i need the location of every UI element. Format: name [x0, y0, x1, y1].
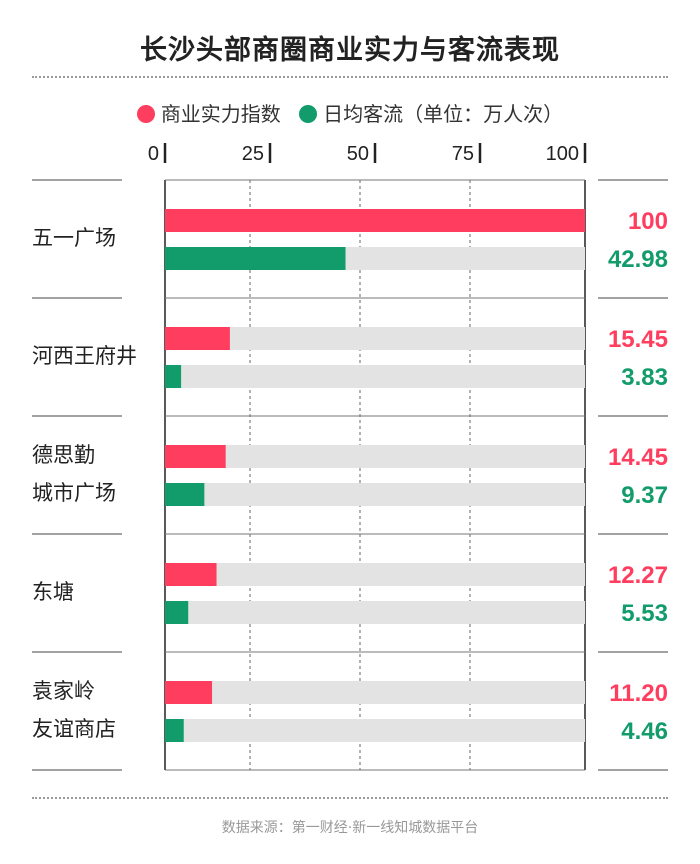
value-label-commercial: 14.45 — [608, 444, 668, 471]
legend-label-commercial: 商业实力指数 — [160, 102, 281, 126]
legend-item-commercial: 商业实力指数 — [136, 98, 281, 127]
value-label-traffic: 9.37 — [621, 482, 668, 509]
value-label-traffic: 3.83 — [621, 364, 668, 391]
bar-chart: 0 25 50 75 100 五一广场 100 42.98 河西王府井 15.45 3.83 德思勤城… — [32, 143, 668, 771]
bar-track — [165, 681, 585, 704]
bar-traffic — [165, 247, 346, 270]
category-label: 河西王府井 — [32, 344, 137, 368]
legend-swatch-traffic — [299, 105, 318, 123]
bar-traffic — [165, 601, 189, 624]
bar-track — [165, 719, 585, 742]
source-note: 数据来源：第一财经·新一线知城数据平台 — [221, 820, 479, 836]
value-label-traffic: 4.46 — [621, 718, 668, 745]
bar-commercial — [165, 681, 213, 704]
x-tick-label: 25 — [242, 143, 264, 165]
category-label: 城市广场 — [32, 481, 116, 505]
value-label-commercial: 100 — [628, 208, 668, 235]
bar-track — [165, 327, 585, 350]
value-label-commercial: 11.20 — [609, 680, 668, 707]
bar-track — [165, 563, 585, 586]
legend-swatch-commercial — [136, 105, 155, 123]
x-tick-label: 100 — [546, 143, 579, 165]
bar-traffic — [165, 719, 184, 742]
category-label: 德思勤 — [32, 443, 95, 467]
bar-track — [165, 365, 585, 388]
bar-traffic — [165, 483, 205, 506]
bar-traffic — [165, 365, 182, 388]
x-tick-label: 0 — [148, 143, 159, 165]
footer-divider — [32, 797, 668, 799]
bar-commercial — [165, 327, 230, 350]
x-tick-label: 75 — [452, 143, 474, 165]
legend: 商业实力指数 日均客流（单位：万人次） — [0, 98, 700, 127]
bar-track — [165, 601, 585, 624]
x-tick-label: 50 — [347, 143, 369, 165]
title-divider — [32, 76, 668, 78]
bar-commercial — [165, 445, 226, 468]
chart-title: 长沙头部商圈商业实力与客流表现 — [140, 35, 560, 66]
category-label: 五一广场 — [32, 226, 116, 250]
value-label-commercial: 12.27 — [608, 562, 668, 589]
bar-track — [165, 483, 585, 506]
bar-commercial — [165, 563, 217, 586]
value-label-commercial: 15.45 — [608, 326, 668, 353]
value-label-traffic: 5.53 — [621, 600, 668, 627]
legend-item-traffic: 日均客流（单位：万人次） — [299, 98, 563, 127]
bar-track — [165, 445, 585, 468]
category-label: 袁家岭 — [32, 679, 95, 703]
category-label: 东塘 — [32, 580, 74, 604]
category-label: 友谊商店 — [32, 717, 116, 741]
value-label-traffic: 42.98 — [608, 246, 668, 273]
legend-label-traffic: 日均客流（单位：万人次） — [323, 102, 564, 126]
bar-commercial — [165, 209, 585, 232]
